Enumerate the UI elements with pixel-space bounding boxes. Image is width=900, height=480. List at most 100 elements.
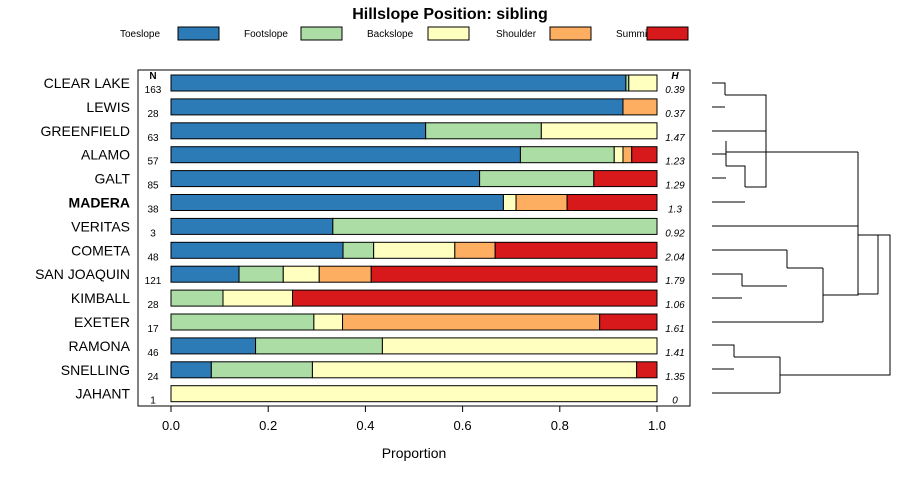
row-label: LEWIS — [86, 99, 130, 115]
h-value: 1.3 — [668, 205, 682, 216]
x-tick-label: 0.8 — [551, 418, 569, 433]
bar-segment — [593, 170, 658, 188]
dendrogram-branch — [712, 225, 859, 323]
legend-label: Backslope — [367, 29, 414, 40]
bar-segment — [170, 385, 658, 403]
n-value: 17 — [147, 324, 159, 335]
n-value: 28 — [147, 300, 159, 311]
n-value: 1 — [150, 396, 156, 407]
bar-segment — [599, 313, 658, 331]
bar-segment — [170, 122, 427, 140]
bar-segment — [332, 217, 658, 235]
row-label: JAHANT — [76, 386, 131, 402]
bar-segment — [313, 313, 344, 331]
n-value: 48 — [147, 252, 159, 263]
bar-segment — [370, 265, 658, 283]
legend-swatch — [549, 26, 592, 41]
h-value: 1.79 — [665, 276, 685, 287]
bar-segment — [515, 194, 568, 211]
row-label: COMETA — [71, 242, 131, 258]
bar-segment — [170, 170, 481, 188]
bar-segment — [238, 265, 284, 283]
bar-segment — [381, 337, 658, 355]
n-value: 28 — [147, 109, 159, 120]
legend-label: Summit — [616, 29, 650, 40]
bar-segment — [170, 98, 624, 116]
row-label: ALAMO — [81, 147, 130, 163]
bar-segment — [540, 122, 658, 140]
dendrogram-branch — [712, 82, 879, 295]
bar-segment — [494, 241, 658, 259]
h-value: 1.06 — [665, 300, 685, 311]
bar-rows: CLEAR LAKE 163 0.39 LEWIS 28 0.37 GREENFIELD 63… — [35, 74, 685, 407]
h-value: 1.47 — [665, 133, 685, 144]
bar-segment — [622, 98, 658, 116]
bar-segment — [210, 361, 313, 379]
h-value: 0.37 — [665, 109, 685, 120]
bar-segment — [502, 194, 517, 211]
h-value: 1.23 — [665, 157, 685, 168]
bar-segment — [631, 146, 658, 164]
bar-segment — [170, 265, 240, 283]
bar-segment — [170, 361, 212, 379]
x-tick-label: 1.0 — [648, 418, 666, 433]
bar-segment — [170, 337, 257, 355]
h-value: 2.04 — [664, 252, 685, 263]
bar-segment — [222, 289, 293, 307]
legend-swatch — [300, 26, 343, 41]
h-header: H — [671, 71, 679, 82]
bar-segment — [318, 265, 372, 283]
row-label: RAMONA — [69, 338, 131, 354]
n-value: 57 — [147, 157, 159, 168]
bar-segment — [622, 146, 633, 164]
row-label: CLEAR LAKE — [44, 75, 130, 91]
bar-segment — [170, 241, 344, 259]
bar-segment — [454, 241, 496, 259]
n-value: 38 — [147, 205, 159, 216]
bar-segment — [425, 122, 542, 140]
bar-segment — [373, 241, 456, 259]
bar-segment — [170, 74, 627, 92]
legend-swatch — [646, 26, 689, 41]
bar-segment — [566, 194, 658, 211]
x-axis: 0.0 0.2 0.4 0.6 0.8 1.0 — [162, 406, 666, 433]
bar-segment — [255, 337, 383, 355]
h-value: 1.29 — [665, 181, 685, 192]
bar-segment — [170, 194, 504, 211]
x-tick-label: 0.4 — [356, 418, 374, 433]
h-value: 0.92 — [665, 228, 685, 239]
legend-label: Toeslope — [120, 29, 160, 40]
bar-segment — [479, 170, 595, 188]
h-value: 1.35 — [665, 372, 685, 383]
x-tick-label: 0.6 — [454, 418, 472, 433]
dendrogram — [712, 82, 891, 394]
h-value: 0 — [672, 396, 678, 407]
bar-segment — [170, 217, 334, 235]
bar-segment — [519, 146, 615, 164]
bar-segment — [628, 74, 658, 92]
legend-swatch — [427, 26, 470, 41]
bar-segment — [342, 241, 375, 259]
bar-segment — [636, 361, 658, 379]
row-label: GALT — [94, 171, 130, 187]
legend-label: Footslope — [244, 29, 288, 40]
h-value: 1.61 — [665, 324, 684, 335]
bar-segment — [170, 289, 224, 307]
n-value: 24 — [147, 372, 159, 383]
h-value: 1.41 — [665, 348, 684, 359]
plot-panel — [137, 69, 691, 407]
h-value: 0.39 — [665, 85, 685, 96]
row-label: EXETER — [74, 314, 130, 330]
x-axis-label: Proportion — [382, 445, 447, 461]
row-label: SNELLING — [61, 362, 130, 378]
x-tick-label: 0.0 — [162, 418, 180, 433]
bar-segment — [170, 313, 315, 331]
legend: Toeslope Footslope Backslope Shoulder Summit — [120, 26, 689, 41]
bar-segment — [311, 361, 638, 379]
legend-label: Shoulder — [496, 29, 537, 40]
row-label: SAN JOAQUIN — [35, 266, 130, 282]
row-label: KIMBALL — [71, 290, 130, 306]
x-tick-label: 0.2 — [259, 418, 277, 433]
legend-swatch — [177, 26, 220, 41]
